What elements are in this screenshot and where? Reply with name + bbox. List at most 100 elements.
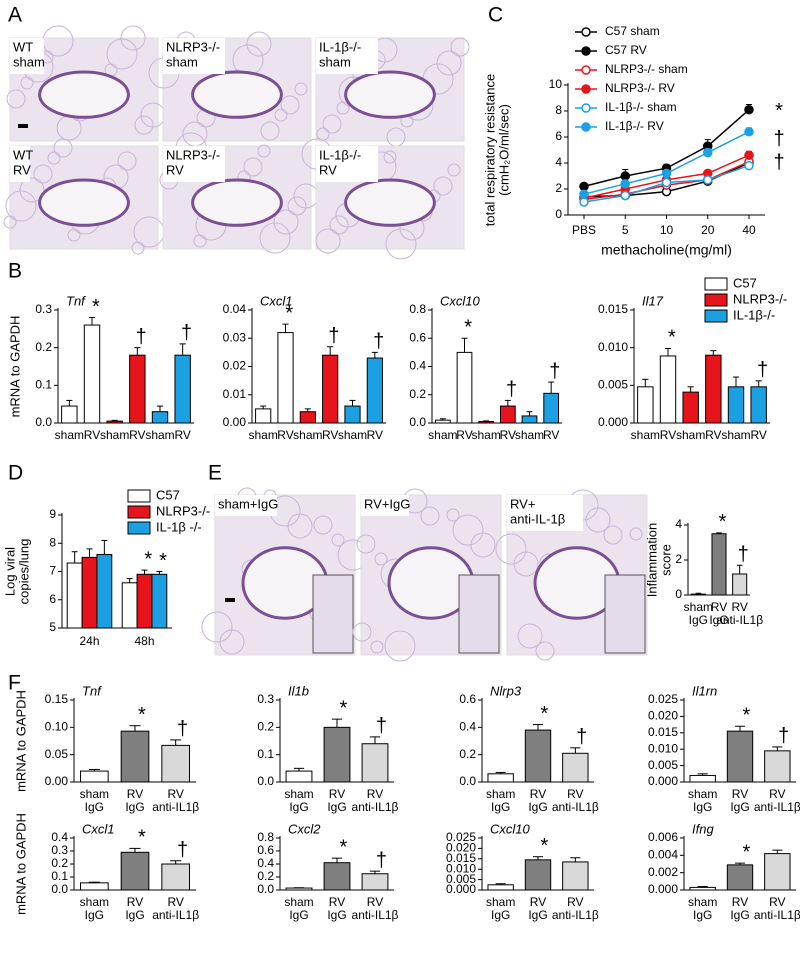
legend-marker: [581, 46, 591, 56]
bar: [711, 533, 727, 596]
y-tick-label: 9: [49, 507, 56, 521]
y-tick-label: 0.002: [648, 865, 678, 879]
tissue: [385, 228, 417, 260]
chart-title: Nlrp3: [490, 683, 522, 698]
bar: [499, 405, 516, 424]
y-tick-label: 0.8: [257, 830, 274, 844]
bar: [764, 750, 791, 783]
x-tick-label: 5: [622, 223, 629, 237]
significance-mark: †: [738, 544, 749, 566]
significance-mark: *: [775, 100, 783, 122]
label-box: [10, 146, 30, 182]
legend-label: NLRP3-/-: [156, 503, 210, 518]
x-tick-label: RV: [329, 787, 345, 801]
bar: [121, 582, 138, 629]
tissue: [134, 115, 154, 135]
x-tick-label: RV: [329, 895, 345, 909]
significance-mark: *: [540, 703, 548, 725]
significance-mark: *: [138, 704, 146, 726]
x-tick-label: RV: [367, 787, 383, 801]
airway: [38, 70, 130, 119]
x-tick-label: RV: [174, 428, 190, 442]
scale-bar: [225, 598, 235, 602]
chart-title: Cxcl1: [82, 821, 115, 836]
tissue: [313, 515, 333, 535]
x-tick-label: RV: [750, 428, 766, 442]
legend-label: C57 RV: [605, 43, 647, 57]
bar: [151, 573, 168, 629]
x-tick-label: RV: [500, 428, 516, 442]
y-tick-label: 0.2: [51, 856, 68, 870]
x-tick-label: IgG: [289, 800, 308, 814]
y-tick-label: 0.025: [648, 692, 678, 706]
panel-label: E: [208, 462, 222, 485]
x-tick-label: 20: [701, 223, 715, 237]
x-tick-label: RV: [705, 428, 721, 442]
inset: [312, 574, 354, 654]
label-box: [215, 495, 277, 516]
y-tick-label: 0.025: [446, 830, 476, 844]
y-tick-label: 0.0: [51, 882, 68, 896]
x-tick-label: sham: [80, 895, 109, 909]
significance-mark: *: [340, 836, 348, 858]
x-tick-label: IgG: [528, 908, 547, 922]
y-axis-label: copies/lung: [16, 539, 31, 605]
bar: [690, 593, 706, 596]
panel-label: B: [8, 260, 22, 283]
y-tick-label: 8: [49, 535, 56, 549]
y-tick-label: 0.010: [598, 340, 628, 354]
x-tick-label: PBS: [572, 223, 596, 237]
legend-swatch: [704, 293, 728, 307]
y-tick-label: 0.005: [446, 872, 476, 886]
x-tick-label: IgG: [289, 908, 308, 922]
tissue: [257, 144, 271, 158]
bar: [726, 730, 754, 783]
y-tick-label: 0.3: [51, 843, 68, 857]
x-tick-label: sham: [676, 428, 705, 442]
x-tick-label: sham: [55, 428, 84, 442]
y-tick-label: 0.3: [257, 692, 274, 706]
bar: [323, 862, 351, 891]
y-tick-label: 0.000: [648, 882, 678, 896]
point: [620, 171, 630, 181]
chart-title: Ifng: [692, 821, 714, 836]
x-tick-label: anti-IL1β: [754, 908, 800, 922]
image-label: sham: [13, 54, 45, 69]
legend-marker: [581, 27, 591, 37]
tissue: [5, 190, 37, 222]
tissue: [106, 38, 138, 70]
legend-swatch: [127, 521, 151, 535]
y-tick-label: 10: [549, 77, 563, 91]
y-tick-label: 0.2: [409, 387, 426, 401]
x-tick-label: IgG: [327, 800, 346, 814]
bar: [129, 354, 146, 424]
tissue: [315, 228, 341, 254]
legend-label: IL-1β-/- sham: [605, 100, 677, 114]
y-axis-label: mRNA to GAPDH: [13, 813, 28, 915]
x-tick-label: RV: [711, 600, 727, 614]
bar: [161, 863, 190, 891]
y-tick-label: 0.6: [459, 692, 476, 706]
bar: [524, 729, 552, 783]
x-tick-label: RV: [367, 428, 383, 442]
chart-title: Tnf: [66, 293, 86, 308]
significance-mark: †: [177, 839, 188, 861]
y-axis-label: (cmH₂O/ml/sec): [496, 104, 511, 196]
bar: [322, 354, 339, 424]
x-tick-label: sham: [145, 428, 174, 442]
chart-title: Il1rn: [692, 683, 717, 698]
y-tick-label: 0.0: [257, 774, 274, 788]
legend-swatch: [704, 309, 728, 323]
legend-label: C57 sham: [605, 24, 660, 38]
y-tick-label: 0.015: [648, 725, 678, 739]
bar: [61, 405, 78, 424]
y-tick-label: 6: [49, 592, 56, 606]
significance-mark: *: [719, 511, 727, 533]
bar: [727, 386, 745, 424]
bar: [80, 882, 109, 891]
x-tick-label: IgG: [85, 800, 104, 814]
x-tick-label: RV: [277, 428, 293, 442]
bar: [726, 864, 754, 891]
chart-title: Tnf: [82, 683, 102, 698]
